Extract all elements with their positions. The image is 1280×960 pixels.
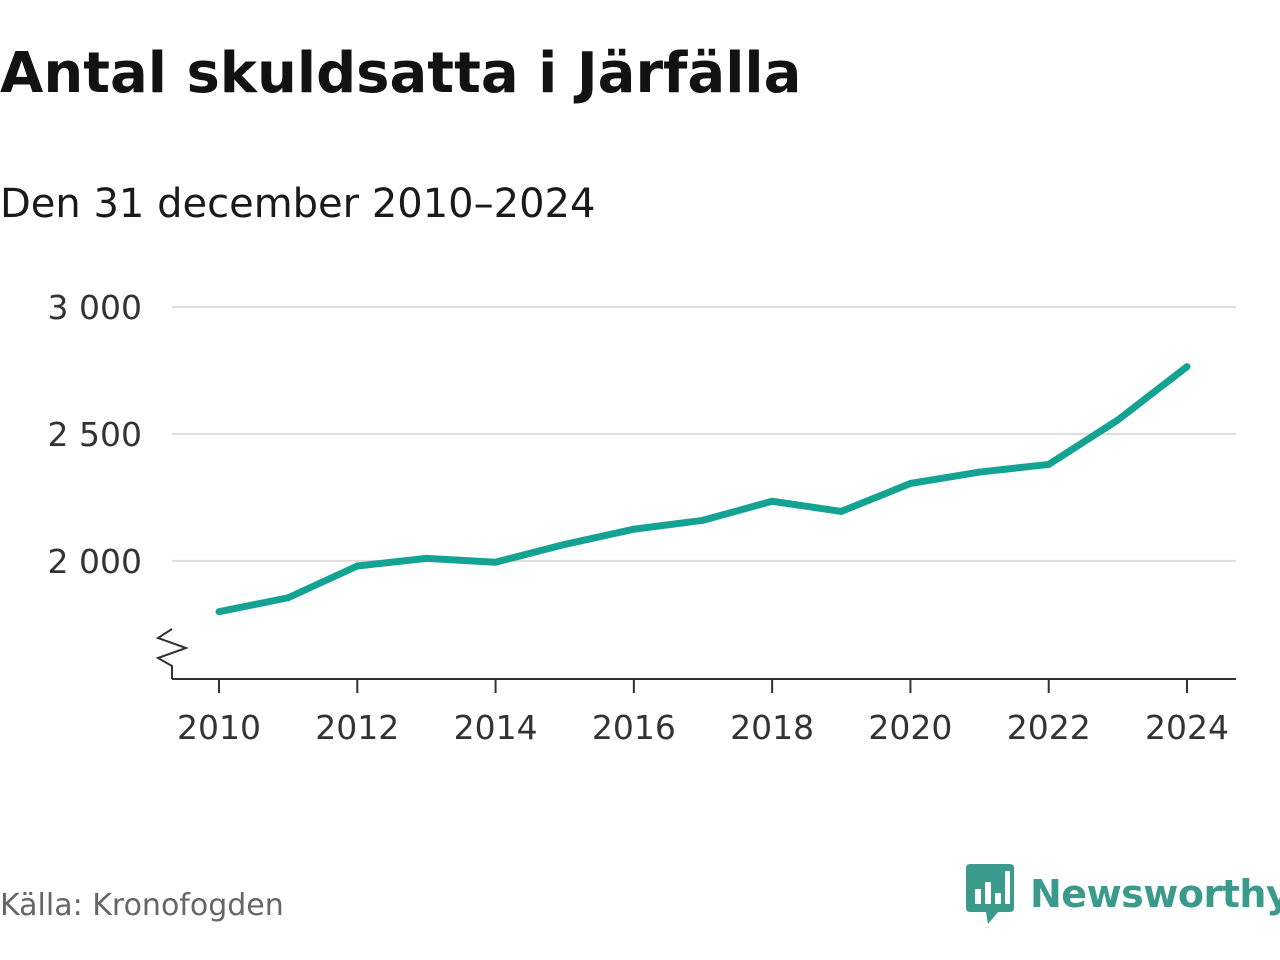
data-point: [1114, 416, 1122, 424]
data-point: [976, 468, 984, 476]
y-tick-label: 2 500: [48, 415, 142, 454]
x-tick-label: 2024: [1145, 708, 1229, 747]
data-point: [906, 479, 914, 487]
x-tick-label: 2018: [730, 708, 814, 747]
data-point: [1183, 363, 1191, 371]
source-note: Källa: Kronofogden: [0, 888, 284, 923]
x-tick-label: 2012: [315, 708, 399, 747]
data-point: [284, 594, 292, 602]
data-point: [837, 507, 845, 515]
y-axis-break-icon: [155, 628, 189, 679]
data-point: [353, 562, 361, 570]
y-axis-labels: 2 000 2 500 3 000: [48, 288, 142, 581]
x-tick-label: 2020: [868, 708, 952, 747]
x-tick-label: 2014: [454, 708, 538, 747]
x-tick-label: 2010: [177, 708, 261, 747]
x-tick-label: 2016: [592, 708, 676, 747]
x-axis: [155, 628, 1236, 680]
x-tick-label: 2022: [1007, 708, 1091, 747]
newsworthy-logo-icon: [966, 864, 1014, 924]
data-point: [1045, 460, 1053, 468]
gridlines: [172, 306, 1236, 562]
data-point: [768, 497, 776, 505]
data-point: [561, 540, 569, 548]
data-point: [215, 608, 223, 616]
data-point: [422, 554, 430, 562]
x-axis-ticks: 2010 2012 2014 2016 2018 2020 2022 2024: [177, 679, 1229, 747]
data-point: [630, 525, 638, 533]
data-point: [699, 516, 707, 524]
brand-name: Newsworthy: [1030, 872, 1280, 916]
chart-title: Antal skuldsatta i Järfälla: [0, 41, 802, 106]
series-line: [218, 363, 1190, 616]
brand-logo: Newsworthy: [964, 862, 1280, 926]
data-point: [492, 558, 500, 566]
y-tick-label: 2 000: [48, 542, 142, 581]
series: [215, 363, 1191, 616]
y-tick-label: 3 000: [48, 288, 142, 327]
chart-subtitle: Den 31 december 2010–2024: [0, 181, 596, 227]
